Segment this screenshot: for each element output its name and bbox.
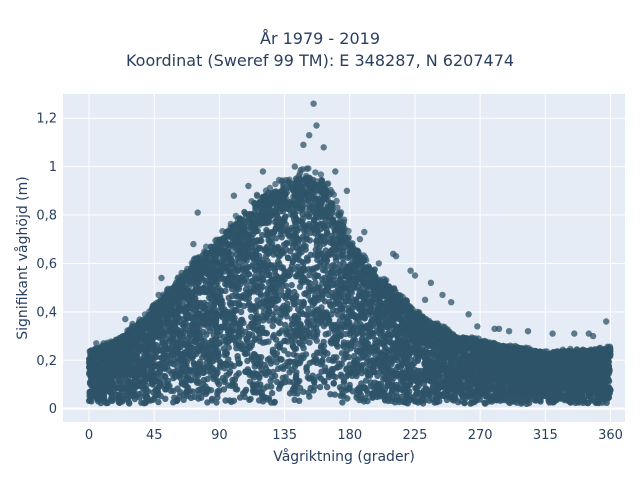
data-point xyxy=(267,360,275,367)
data-points xyxy=(85,100,614,407)
data-point xyxy=(268,389,276,397)
data-point xyxy=(293,352,301,360)
data-point xyxy=(225,294,232,302)
data-point xyxy=(247,395,254,403)
data-point xyxy=(259,231,266,239)
data-point xyxy=(316,383,324,391)
data-point xyxy=(245,270,252,278)
data-point xyxy=(228,382,235,390)
data-point xyxy=(313,337,320,344)
data-point xyxy=(276,382,284,390)
data-point xyxy=(222,397,229,404)
chart-title-line1: År 1979 - 2019 xyxy=(260,29,380,48)
data-point xyxy=(233,251,240,258)
data-point xyxy=(314,284,321,291)
data-point xyxy=(333,307,340,314)
data-point xyxy=(256,384,263,391)
data-point xyxy=(187,377,194,384)
data-point xyxy=(227,301,235,309)
data-point xyxy=(339,255,347,262)
data-point xyxy=(278,327,286,334)
data-point xyxy=(325,291,332,299)
data-point xyxy=(223,362,231,369)
data-point xyxy=(351,276,358,283)
data-point xyxy=(324,383,331,391)
data-point xyxy=(414,357,421,365)
data-point xyxy=(291,396,298,403)
data-point xyxy=(282,337,289,344)
data-point xyxy=(281,321,289,329)
data-point xyxy=(312,279,319,286)
data-point xyxy=(287,266,294,273)
data-point xyxy=(296,283,304,290)
data-point xyxy=(122,373,129,380)
data-point xyxy=(314,256,321,264)
data-point xyxy=(283,313,290,320)
chart-title-line2: Koordinat (Sweref 99 TM): E 348287, N 62… xyxy=(125,51,515,70)
data-point xyxy=(225,344,232,351)
data-point xyxy=(163,383,170,390)
data-point xyxy=(225,370,233,377)
data-point xyxy=(330,380,337,387)
data-point xyxy=(339,399,346,406)
data-point xyxy=(288,281,295,289)
data-point xyxy=(278,356,285,363)
data-point xyxy=(170,368,177,376)
data-point xyxy=(337,272,345,279)
data-point xyxy=(214,390,221,398)
